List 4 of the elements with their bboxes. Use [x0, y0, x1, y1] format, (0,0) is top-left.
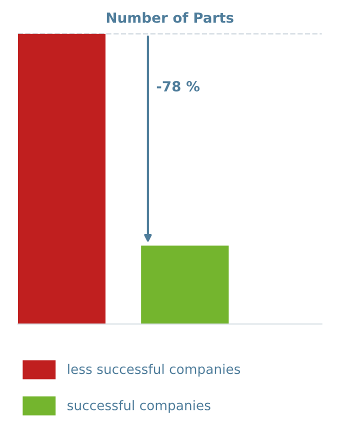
annotation: -78 %	[156, 81, 200, 92]
chart-title: Number of Parts	[106, 12, 234, 23]
legend-label: successful companies	[68, 400, 210, 413]
legend-label: less successful companies	[68, 364, 240, 377]
